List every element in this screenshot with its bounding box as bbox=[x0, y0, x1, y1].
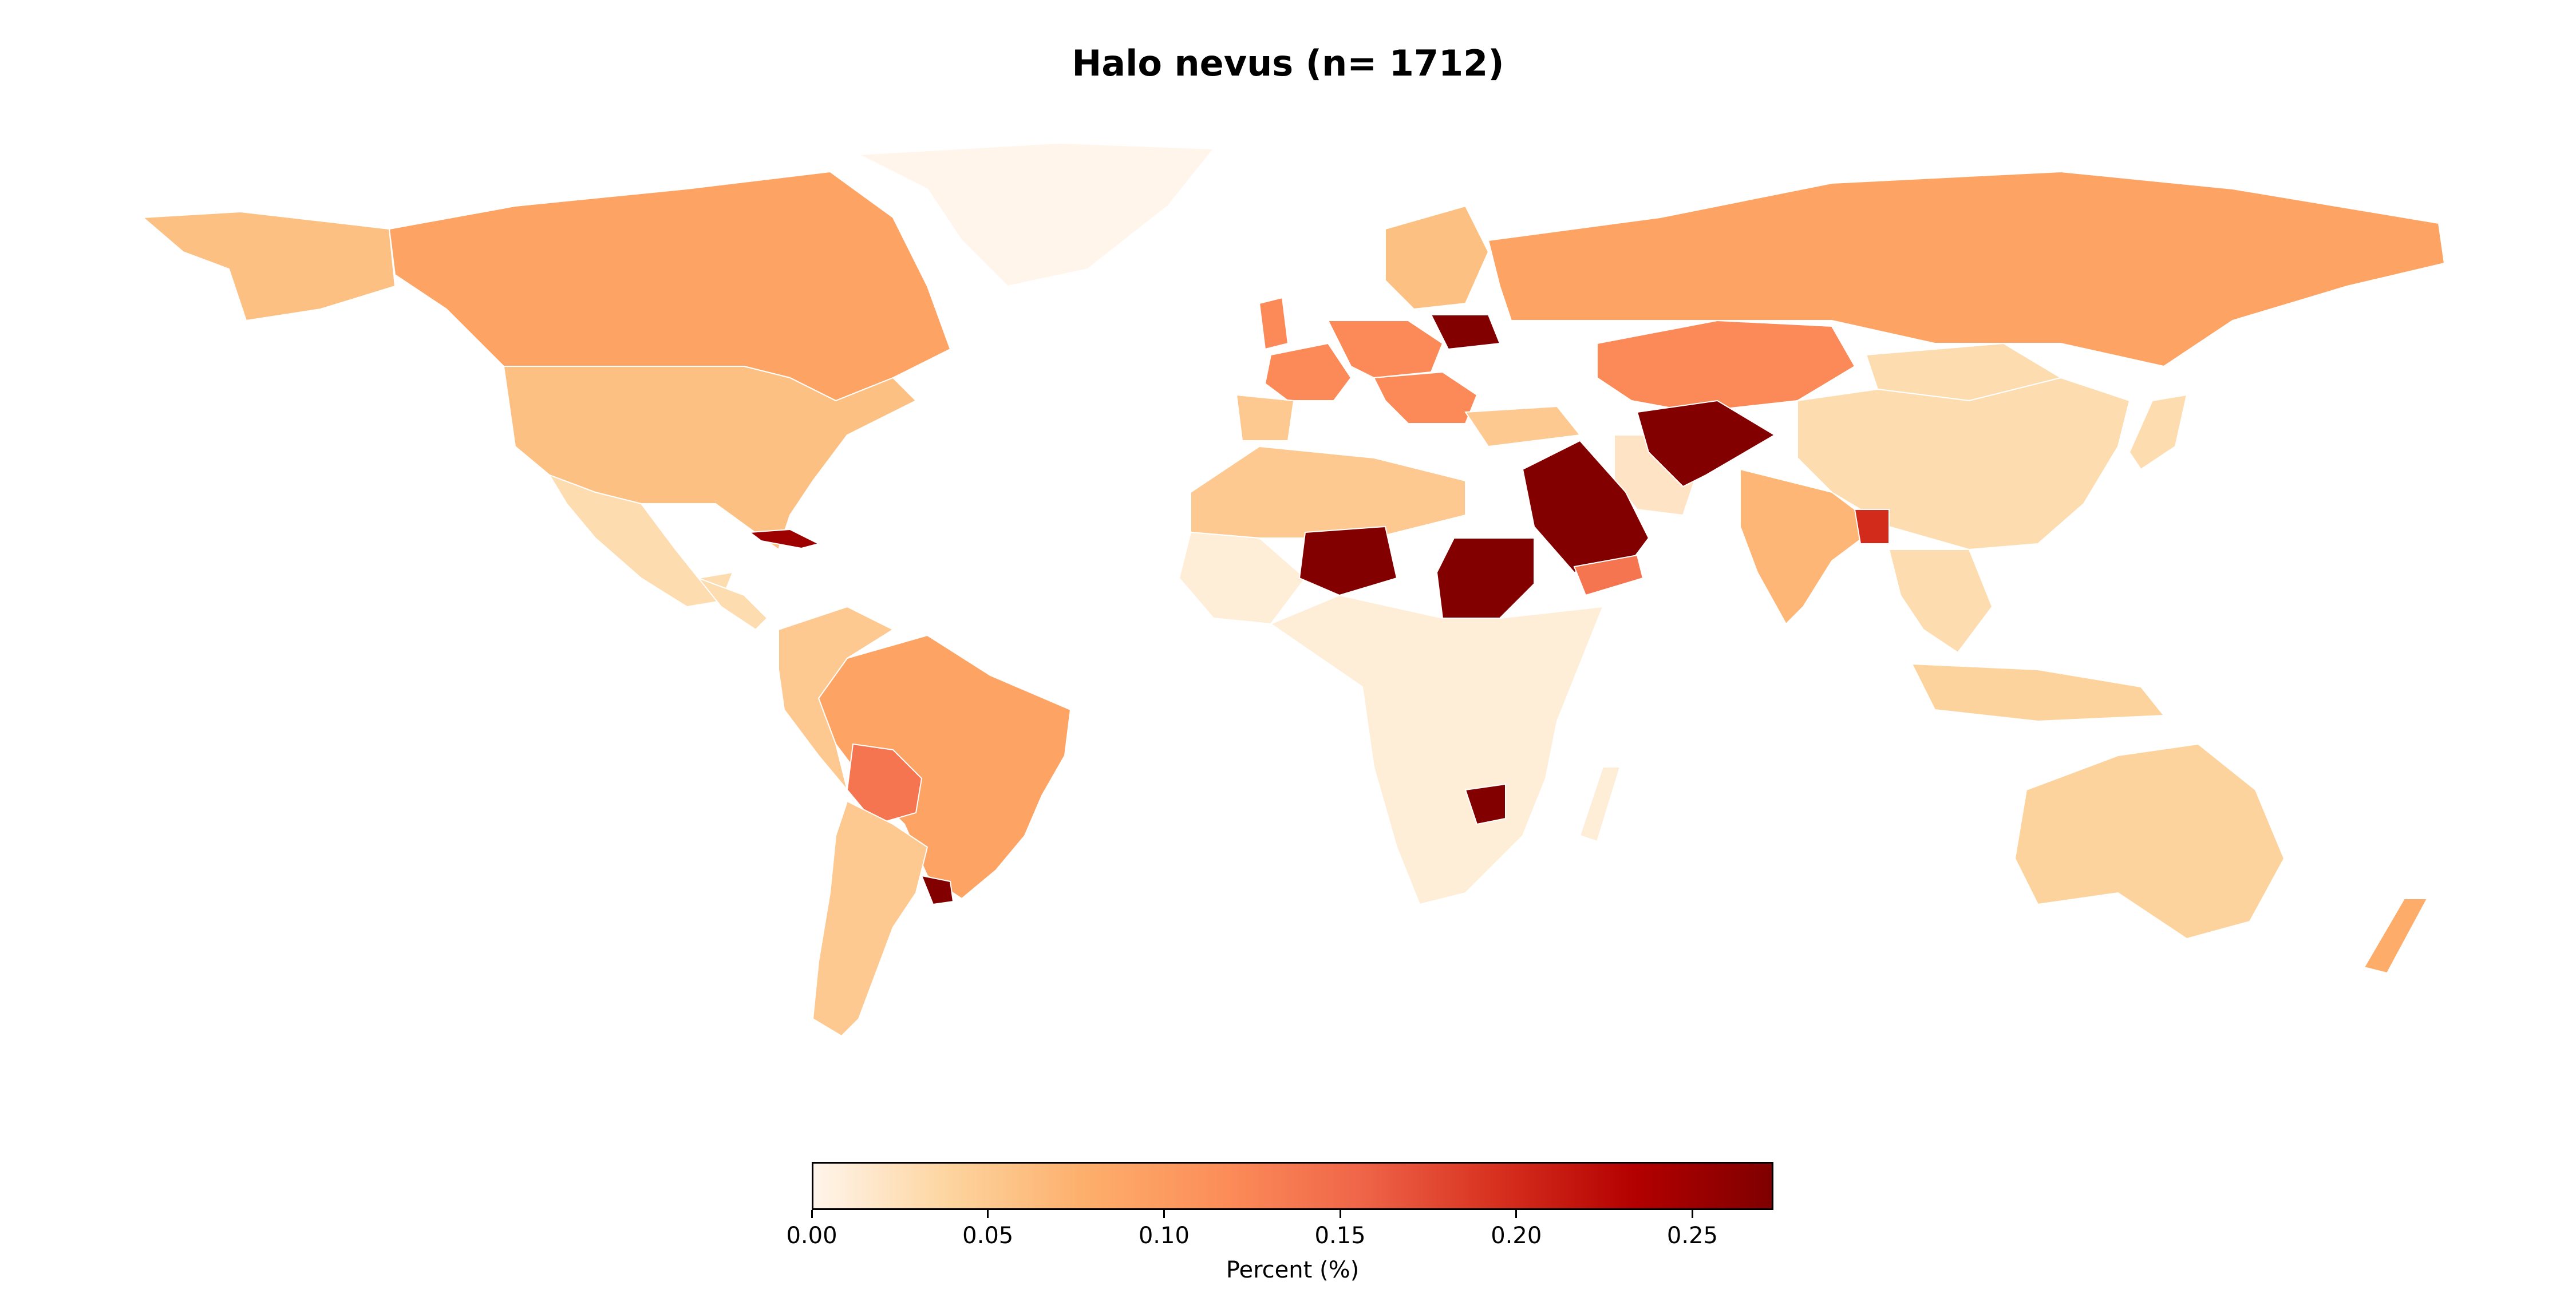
country-uk[interactable] bbox=[1258, 296, 1289, 350]
colorbar-tick-label: 0.25 bbox=[1666, 1223, 1718, 1249]
country-saudi-arabia[interactable] bbox=[1522, 440, 1650, 574]
country-turkey[interactable] bbox=[1464, 405, 1581, 448]
country-alaska[interactable] bbox=[141, 211, 396, 322]
colorbar-tick-label: 0.05 bbox=[962, 1223, 1014, 1249]
country-iberia[interactable] bbox=[1235, 394, 1295, 441]
country-afghanistan[interactable] bbox=[1636, 400, 1776, 488]
country-poland[interactable] bbox=[1430, 314, 1501, 350]
country-balkans[interactable] bbox=[1373, 371, 1478, 424]
country-north-africa[interactable] bbox=[1190, 445, 1466, 539]
country-russia[interactable] bbox=[1487, 171, 2445, 367]
map-title: Halo nevus (n= 1712) bbox=[1072, 42, 1504, 84]
country-yemen[interactable] bbox=[1573, 554, 1644, 596]
colorbar-tick bbox=[987, 1210, 989, 1218]
country-bangladesh[interactable] bbox=[1854, 509, 1890, 544]
colorbar-container: 0.00 0.05 0.10 0.15 0.20 0.25 bbox=[786, 1162, 1773, 1249]
colorbar-tick-label: 0.00 bbox=[786, 1223, 837, 1249]
country-zimbabwe[interactable] bbox=[1464, 783, 1506, 825]
colorbar-label: Percent (%) bbox=[1226, 1257, 1360, 1283]
country-central-europe[interactable] bbox=[1327, 320, 1444, 379]
country-brazil[interactable] bbox=[817, 634, 1072, 900]
country-uruguay[interactable] bbox=[920, 875, 954, 905]
colorbar-tick bbox=[1163, 1210, 1165, 1218]
country-indonesia[interactable] bbox=[1911, 663, 2166, 722]
colorbar-tick bbox=[1339, 1210, 1341, 1218]
country-andes[interactable] bbox=[778, 606, 895, 790]
country-west-africa[interactable] bbox=[1178, 531, 1306, 625]
country-central-africa[interactable] bbox=[1269, 594, 1604, 905]
country-madagascar[interactable] bbox=[1579, 766, 1621, 843]
colorbar-tick bbox=[1515, 1210, 1518, 1218]
country-australia[interactable] bbox=[2014, 743, 2285, 940]
colorbar-tick-label: 0.15 bbox=[1314, 1223, 1366, 1249]
country-niger[interactable] bbox=[1298, 525, 1398, 596]
country-sudan[interactable] bbox=[1436, 537, 1535, 619]
country-mexico[interactable] bbox=[548, 474, 734, 608]
country-france[interactable] bbox=[1264, 342, 1352, 401]
country-se-asia[interactable] bbox=[1888, 549, 1993, 654]
country-argentina[interactable] bbox=[812, 800, 929, 1037]
country-bolivia[interactable] bbox=[846, 743, 923, 825]
colorbar-tick-label: 0.20 bbox=[1491, 1223, 1542, 1249]
colorbar bbox=[812, 1162, 1773, 1210]
country-scandinavia[interactable] bbox=[1385, 205, 1490, 310]
country-usa[interactable] bbox=[503, 366, 917, 551]
country-cuba[interactable] bbox=[748, 528, 820, 549]
country-new-zealand[interactable] bbox=[2363, 898, 2428, 974]
world-map bbox=[141, 142, 2445, 1037]
country-central-america[interactable] bbox=[696, 576, 768, 631]
country-japan[interactable] bbox=[2128, 394, 2188, 470]
country-india[interactable] bbox=[1740, 468, 1879, 625]
colorbar-tick bbox=[811, 1210, 813, 1218]
country-greenland[interactable] bbox=[856, 142, 1215, 287]
colorbar-tick-label: 0.10 bbox=[1138, 1223, 1190, 1249]
colorbar-tick bbox=[1691, 1210, 1693, 1218]
